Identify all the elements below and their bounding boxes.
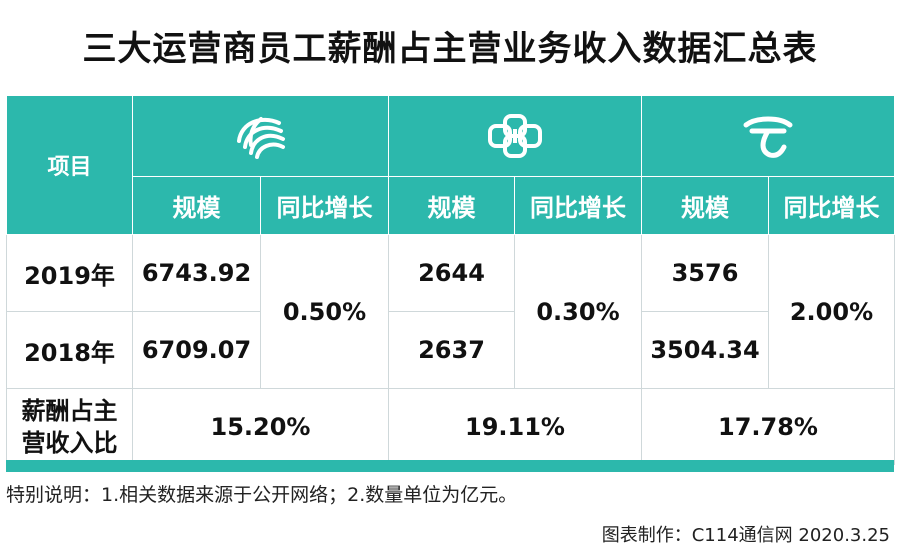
page-title: 三大运营商员工薪酬占主营业务收入数据汇总表 — [82, 28, 818, 69]
china-unicom-icon — [488, 114, 542, 158]
telecom-2018-value: 3504.34 — [641, 311, 769, 389]
table-bottom-bar — [6, 460, 894, 472]
mobile-2019-value: 6743.92 — [132, 234, 261, 312]
telecom-2019-value: 3576 — [641, 234, 769, 312]
china-telecom-logo — [641, 95, 895, 177]
unicom-ratio-value: 19.11% — [388, 388, 642, 465]
china-mobile-icon — [236, 117, 285, 159]
unicom-2018-value: 2637 — [388, 311, 515, 389]
mobile-growth-value: 0.50% — [260, 234, 389, 389]
unicom-scale-header: 规模 — [388, 176, 515, 235]
ratio-label-line1: 薪酬占主 — [21, 396, 118, 425]
unicom-2019-value: 2644 — [388, 234, 515, 312]
row-label-2018: 2018年 — [6, 311, 133, 389]
china-unicom-logo — [388, 95, 642, 177]
mobile-scale-header: 规模 — [132, 176, 261, 235]
row-label-2019: 2019年 — [6, 234, 133, 312]
telecom-ratio-value: 17.78% — [641, 388, 895, 465]
telecom-growth-header: 同比增长 — [768, 176, 895, 235]
china-telecom-icon — [743, 116, 793, 158]
ratio-label-line2: 营收入比 — [21, 428, 118, 457]
telecom-scale-header: 规模 — [641, 176, 769, 235]
row-label-ratio: 薪酬占主 营收入比 — [6, 388, 133, 465]
unicom-growth-value: 0.30% — [514, 234, 642, 389]
chart-credit: 图表制作：C114通信网 2020.3.25 — [601, 525, 890, 546]
footnote: 特别说明：1.相关数据来源于公开网络；2.数量单位为亿元。 — [6, 484, 518, 506]
china-mobile-logo — [132, 95, 389, 177]
mobile-growth-header: 同比增长 — [260, 176, 389, 235]
telecom-growth-value: 2.00% — [768, 234, 895, 389]
summary-table: 项目 — [6, 95, 895, 465]
unicom-growth-header: 同比增长 — [514, 176, 642, 235]
mobile-ratio-value: 15.20% — [132, 388, 389, 465]
header-item-label: 项目 — [6, 95, 133, 235]
mobile-2018-value: 6709.07 — [132, 311, 261, 389]
